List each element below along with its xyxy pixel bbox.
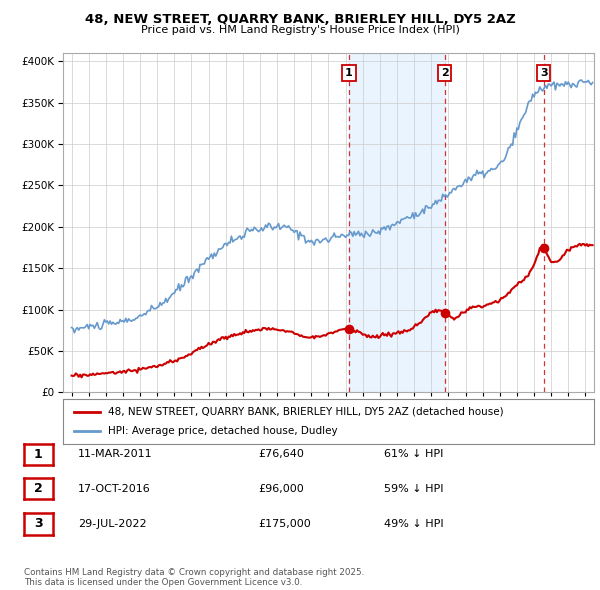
- Text: 17-OCT-2016: 17-OCT-2016: [78, 484, 151, 493]
- Text: 3: 3: [34, 517, 43, 530]
- Text: £76,640: £76,640: [258, 450, 304, 459]
- Text: Price paid vs. HM Land Registry's House Price Index (HPI): Price paid vs. HM Land Registry's House …: [140, 25, 460, 35]
- Text: 49% ↓ HPI: 49% ↓ HPI: [384, 519, 443, 529]
- Text: 2: 2: [441, 68, 449, 78]
- Text: 48, NEW STREET, QUARRY BANK, BRIERLEY HILL, DY5 2AZ (detached house): 48, NEW STREET, QUARRY BANK, BRIERLEY HI…: [108, 407, 504, 417]
- Text: £175,000: £175,000: [258, 519, 311, 529]
- Bar: [349, 53, 445, 392]
- Text: 2: 2: [34, 482, 43, 495]
- Text: 3: 3: [540, 68, 548, 78]
- Text: 59% ↓ HPI: 59% ↓ HPI: [384, 484, 443, 493]
- Text: £96,000: £96,000: [258, 484, 304, 493]
- Text: 61% ↓ HPI: 61% ↓ HPI: [384, 450, 443, 459]
- Text: 1: 1: [34, 448, 43, 461]
- Text: HPI: Average price, detached house, Dudley: HPI: Average price, detached house, Dudl…: [108, 427, 338, 436]
- Text: Contains HM Land Registry data © Crown copyright and database right 2025.
This d: Contains HM Land Registry data © Crown c…: [24, 568, 364, 587]
- Text: 1: 1: [345, 68, 353, 78]
- Text: 48, NEW STREET, QUARRY BANK, BRIERLEY HILL, DY5 2AZ: 48, NEW STREET, QUARRY BANK, BRIERLEY HI…: [85, 13, 515, 26]
- Text: 29-JUL-2022: 29-JUL-2022: [78, 519, 146, 529]
- Text: 11-MAR-2011: 11-MAR-2011: [78, 450, 152, 459]
